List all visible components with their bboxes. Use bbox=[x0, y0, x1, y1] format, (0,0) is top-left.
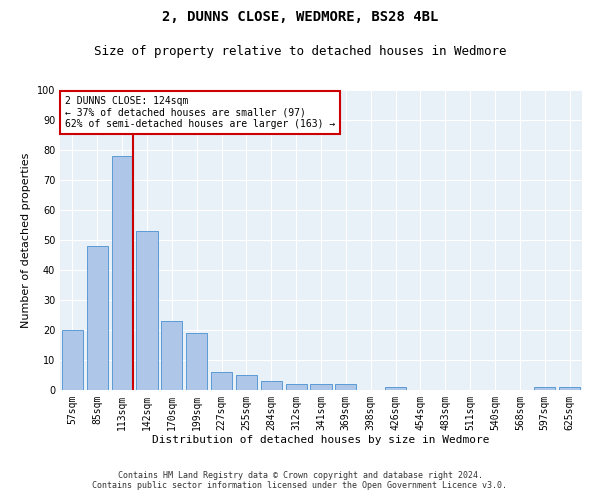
Text: Size of property relative to detached houses in Wedmore: Size of property relative to detached ho… bbox=[94, 45, 506, 58]
Bar bbox=[534, 387, 555, 390]
Bar bbox=[261, 381, 282, 390]
Bar bbox=[385, 387, 406, 390]
Bar bbox=[87, 246, 108, 390]
Text: 2 DUNNS CLOSE: 124sqm
← 37% of detached houses are smaller (97)
62% of semi-deta: 2 DUNNS CLOSE: 124sqm ← 37% of detached … bbox=[65, 96, 335, 129]
Bar bbox=[186, 333, 207, 390]
Text: Distribution of detached houses by size in Wedmore: Distribution of detached houses by size … bbox=[152, 435, 490, 445]
Bar bbox=[62, 330, 83, 390]
Text: Contains HM Land Registry data © Crown copyright and database right 2024.
Contai: Contains HM Land Registry data © Crown c… bbox=[92, 470, 508, 490]
Bar bbox=[286, 384, 307, 390]
Bar bbox=[136, 231, 158, 390]
Text: 2, DUNNS CLOSE, WEDMORE, BS28 4BL: 2, DUNNS CLOSE, WEDMORE, BS28 4BL bbox=[162, 10, 438, 24]
Y-axis label: Number of detached properties: Number of detached properties bbox=[21, 152, 31, 328]
Bar bbox=[112, 156, 133, 390]
Bar bbox=[335, 384, 356, 390]
Bar bbox=[236, 375, 257, 390]
Bar bbox=[211, 372, 232, 390]
Bar bbox=[559, 387, 580, 390]
Bar bbox=[161, 321, 182, 390]
Bar bbox=[310, 384, 332, 390]
